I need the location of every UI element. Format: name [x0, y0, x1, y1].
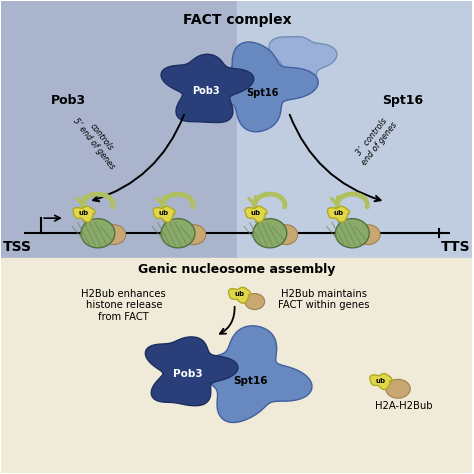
- Text: FACT complex: FACT complex: [182, 13, 291, 27]
- Text: ub: ub: [234, 292, 244, 298]
- Polygon shape: [146, 337, 238, 406]
- Text: ub: ub: [333, 210, 343, 217]
- Ellipse shape: [245, 293, 264, 310]
- Polygon shape: [201, 326, 312, 422]
- Text: Spt16: Spt16: [246, 88, 279, 98]
- Text: TSS: TSS: [3, 240, 32, 254]
- Polygon shape: [269, 36, 337, 89]
- Text: 3’  controls
end of genes: 3’ controls end of genes: [352, 114, 400, 167]
- Bar: [237, 1, 473, 258]
- Polygon shape: [73, 206, 95, 222]
- Ellipse shape: [253, 219, 287, 248]
- Polygon shape: [370, 374, 392, 390]
- Polygon shape: [161, 55, 254, 122]
- Text: Genic nucleosome assembly: Genic nucleosome assembly: [138, 263, 336, 276]
- Text: ub: ub: [159, 210, 169, 217]
- Ellipse shape: [161, 219, 195, 248]
- Ellipse shape: [335, 219, 369, 248]
- Polygon shape: [213, 42, 318, 132]
- Bar: [1, 1, 237, 258]
- Text: H2Bub maintains
FACT within genes: H2Bub maintains FACT within genes: [278, 289, 370, 310]
- Ellipse shape: [81, 219, 115, 248]
- Text: H2A-H2Bub: H2A-H2Bub: [375, 401, 433, 411]
- Text: TTS: TTS: [441, 240, 471, 254]
- Polygon shape: [328, 206, 349, 222]
- Text: ub: ub: [375, 378, 386, 384]
- Ellipse shape: [356, 225, 380, 245]
- Ellipse shape: [386, 379, 410, 398]
- Text: controls
5’ end of genes: controls 5’ end of genes: [71, 110, 125, 171]
- Text: Pob3: Pob3: [192, 86, 220, 96]
- Text: H2Bub enhances
histone release
from FACT: H2Bub enhances histone release from FACT: [82, 289, 166, 322]
- Polygon shape: [245, 206, 267, 222]
- Text: ub: ub: [251, 210, 261, 217]
- Text: ub: ub: [79, 210, 89, 217]
- Text: Spt16: Spt16: [382, 94, 423, 107]
- Text: Spt16: Spt16: [234, 376, 268, 386]
- Bar: [1, 258, 473, 473]
- Polygon shape: [153, 206, 175, 222]
- Ellipse shape: [274, 225, 298, 245]
- Text: Pob3: Pob3: [173, 369, 202, 379]
- Ellipse shape: [102, 225, 126, 245]
- Ellipse shape: [182, 225, 206, 245]
- Polygon shape: [228, 287, 251, 303]
- Text: Pob3: Pob3: [51, 94, 86, 107]
